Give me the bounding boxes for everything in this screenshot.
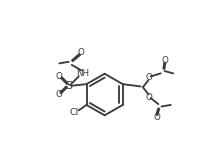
Text: NH: NH: [76, 69, 89, 78]
Text: S: S: [65, 81, 72, 91]
Text: O: O: [161, 56, 168, 65]
Text: O: O: [153, 113, 160, 122]
Text: O: O: [146, 93, 153, 102]
Text: O: O: [146, 73, 153, 82]
Text: Cl: Cl: [69, 108, 79, 117]
Text: O: O: [56, 90, 63, 99]
Text: O: O: [78, 48, 84, 57]
Text: O: O: [56, 72, 63, 81]
